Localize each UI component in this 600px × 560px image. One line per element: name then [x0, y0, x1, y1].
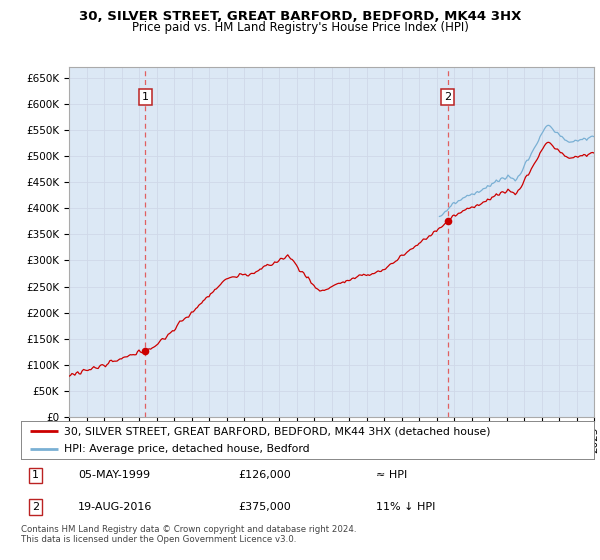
Text: ≈ HPI: ≈ HPI — [376, 470, 407, 480]
Text: 11% ↓ HPI: 11% ↓ HPI — [376, 502, 436, 512]
Text: £126,000: £126,000 — [239, 470, 292, 480]
Text: 19-AUG-2016: 19-AUG-2016 — [79, 502, 152, 512]
Text: 30, SILVER STREET, GREAT BARFORD, BEDFORD, MK44 3HX: 30, SILVER STREET, GREAT BARFORD, BEDFOR… — [79, 10, 521, 23]
Text: 30, SILVER STREET, GREAT BARFORD, BEDFORD, MK44 3HX (detached house): 30, SILVER STREET, GREAT BARFORD, BEDFOR… — [64, 426, 490, 436]
Text: HPI: Average price, detached house, Bedford: HPI: Average price, detached house, Bedf… — [64, 444, 310, 454]
Text: 2: 2 — [444, 92, 451, 102]
Text: 1: 1 — [142, 92, 149, 102]
Text: 2: 2 — [32, 502, 39, 512]
Text: 05-MAY-1999: 05-MAY-1999 — [79, 470, 151, 480]
Text: 1: 1 — [32, 470, 39, 480]
Text: £375,000: £375,000 — [239, 502, 292, 512]
Text: Contains HM Land Registry data © Crown copyright and database right 2024.
This d: Contains HM Land Registry data © Crown c… — [21, 525, 356, 544]
Text: Price paid vs. HM Land Registry's House Price Index (HPI): Price paid vs. HM Land Registry's House … — [131, 21, 469, 34]
